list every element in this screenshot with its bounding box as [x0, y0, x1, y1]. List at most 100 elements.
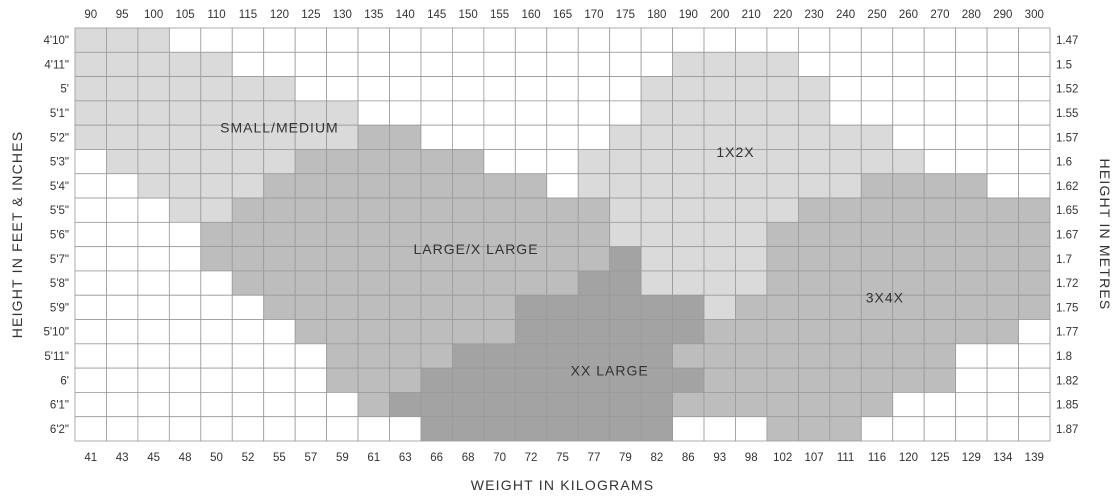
chart-cell: [263, 367, 296, 393]
chart-cell: [609, 149, 642, 175]
chart-cell: [200, 416, 233, 442]
top-tick-label: 270: [930, 9, 949, 21]
chart-cell: [137, 294, 170, 320]
bottom-tick-label: 57: [304, 452, 317, 464]
chart-cell: [609, 319, 642, 345]
chart-cell: [640, 197, 673, 223]
chart-cell: [514, 221, 548, 248]
chart-cell: [483, 27, 516, 53]
chart-cell: [389, 367, 422, 393]
chart-cell: [609, 124, 642, 150]
chart-cell: [672, 100, 705, 126]
chart-cell: [357, 221, 390, 248]
chart-cell: [389, 416, 422, 442]
chart-cell: [577, 246, 611, 272]
chart-cell: [389, 270, 422, 296]
chart-cell: [452, 221, 485, 248]
bottom-tick-label: 63: [399, 452, 412, 464]
chart-cell: [703, 100, 736, 126]
chart-cell: [577, 173, 611, 199]
chart-cell: [357, 51, 390, 77]
chart-cell: [106, 124, 139, 150]
chart-cell: [514, 124, 548, 150]
chart-cell: [892, 149, 925, 175]
chart-cell: [74, 149, 107, 175]
chart-cell: [766, 76, 799, 102]
chart-cell: [703, 416, 736, 442]
chart-cell: [452, 149, 485, 175]
chart-cell: [766, 27, 799, 53]
chart-cell: [420, 367, 453, 393]
chart-cell: [829, 319, 862, 345]
chart-cell: [200, 270, 233, 296]
chart-cell: [514, 76, 548, 102]
bottom-tick-label: 82: [650, 452, 663, 464]
chart-cell: [986, 124, 1019, 150]
chart-cell: [326, 294, 359, 320]
top-tick-label: 300: [1025, 9, 1044, 21]
chart-cell: [986, 392, 1019, 418]
chart-cell: [860, 124, 894, 150]
chart-cell: [106, 221, 139, 248]
chart-cell: [514, 294, 548, 320]
chart-cell: [672, 76, 705, 102]
chart-cell: [294, 319, 328, 345]
chart-cell: [168, 270, 202, 296]
chart-cell: [766, 149, 799, 175]
chart-cell: [860, 221, 894, 248]
right-tick-label: 1.65: [1056, 205, 1078, 217]
chart-cell: [200, 197, 233, 223]
chart-cell: [514, 197, 548, 223]
top-tick-label: 165: [553, 9, 572, 21]
bottom-tick-label: 102: [773, 452, 792, 464]
chart-cell: [200, 367, 233, 393]
chart-cell: [703, 173, 736, 199]
chart-cell: [546, 221, 579, 248]
chart-cell: [986, 246, 1019, 272]
chart-cell: [326, 27, 359, 53]
bottom-tick-label: 139: [1025, 452, 1044, 464]
chart-cell: [672, 51, 705, 77]
chart-cell: [546, 149, 579, 175]
chart-cell: [74, 76, 107, 102]
top-tick-label: 190: [679, 9, 698, 21]
chart-cell: [420, 76, 453, 102]
chart-cell: [483, 76, 516, 102]
chart-cell: [923, 76, 957, 102]
chart-cell: [1018, 221, 1051, 248]
chart-cell: [452, 246, 485, 272]
left-tick-label: 5'10": [44, 327, 69, 339]
chart-cell: [389, 392, 422, 418]
chart-cell: [923, 124, 957, 150]
chart-cell: [892, 27, 925, 53]
chart-cell: [860, 392, 894, 418]
chart-cell: [735, 124, 768, 150]
chart-cell: [923, 294, 957, 320]
chart-cell: [829, 270, 862, 296]
chart-cell: [420, 343, 453, 369]
chart-cell: [137, 76, 170, 102]
chart-cell: [640, 124, 673, 150]
chart-cell: [986, 294, 1019, 320]
left-tick-label: 5'4": [50, 181, 69, 193]
top-tick-label: 95: [116, 9, 129, 21]
chart-cell: [640, 173, 673, 199]
chart-cell: [137, 343, 170, 369]
chart-cell: [357, 149, 390, 175]
chart-cell: [1018, 319, 1051, 345]
chart-cell: [735, 367, 768, 393]
chart-cell: [326, 51, 359, 77]
chart-cell: [797, 51, 831, 77]
chart-cell: [74, 173, 107, 199]
chart-cell: [797, 27, 831, 53]
chart-cell: [860, 343, 894, 369]
chart-cell: [892, 416, 925, 442]
chart-cell: [106, 416, 139, 442]
chart-cell: [609, 246, 642, 272]
chart-cell: [703, 343, 736, 369]
chart-cell: [326, 270, 359, 296]
chart-cell: [923, 367, 957, 393]
chart-cell: [1018, 173, 1051, 199]
chart-cell: [106, 27, 139, 53]
chart-cell: [452, 76, 485, 102]
